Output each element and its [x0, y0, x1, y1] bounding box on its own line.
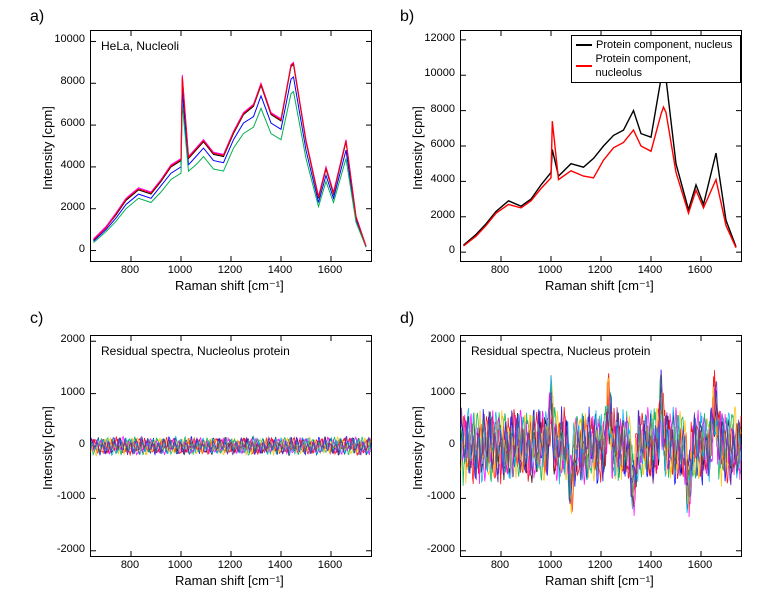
ytick-label: 2000	[50, 333, 85, 345]
ytick-label: -2000	[420, 543, 455, 555]
legend-swatch	[576, 65, 592, 67]
legend-label: Protein component, nucleolus	[596, 52, 736, 80]
ytick-label: 1000	[50, 386, 85, 398]
xtick-label: 1600	[315, 559, 345, 571]
plot-area-b: Protein component, nucleusProtein compon…	[460, 30, 742, 262]
plot-area-d: Residual spectra, Nucleus protein	[460, 335, 742, 557]
ytick-label: 1000	[420, 386, 455, 398]
x-axis-label-c: Raman shift [cm⁻¹]	[175, 573, 284, 589]
xtick-label: 800	[115, 559, 145, 571]
series-line-a-1	[94, 77, 367, 247]
xtick-label: 1400	[265, 559, 295, 571]
plot-area-a: HeLa, Nucleoli	[90, 30, 372, 262]
ytick-label: 10000	[420, 67, 455, 79]
xtick-label: 1200	[585, 264, 615, 276]
xtick-label: 1200	[585, 559, 615, 571]
xtick-label: 1200	[215, 559, 245, 571]
panel-label-b: b)	[400, 8, 414, 26]
legend-item: Protein component, nucleolus	[576, 52, 736, 80]
ytick-label: 10000	[50, 33, 85, 45]
ytick-label: 2000	[420, 209, 455, 221]
panel-label-c: c)	[30, 310, 43, 328]
ytick-label: 2000	[420, 333, 455, 345]
ytick-label: 8000	[50, 75, 85, 87]
xtick-label: 800	[115, 264, 145, 276]
ytick-label: 4000	[420, 173, 455, 185]
xtick-label: 1600	[685, 559, 715, 571]
plot-area-c: Residual spectra, Nucleolus protein	[90, 335, 372, 557]
legend-swatch	[576, 44, 592, 46]
legend-item: Protein component, nucleus	[576, 38, 736, 52]
xtick-label: 1600	[685, 264, 715, 276]
panel-label-d: d)	[400, 310, 414, 328]
x-axis-label-d: Raman shift [cm⁻¹]	[545, 573, 654, 589]
xtick-label: 800	[485, 264, 515, 276]
series-line-b-0	[464, 70, 737, 247]
x-axis-label-a: Raman shift [cm⁻¹]	[175, 278, 284, 294]
series-line-a-3	[94, 62, 367, 246]
figure-root: a)HeLa, NucleoliIntensity [cpm]Raman shi…	[0, 0, 767, 607]
ytick-label: 0	[50, 243, 85, 255]
xtick-label: 1200	[215, 264, 245, 276]
xtick-label: 1600	[315, 264, 345, 276]
xtick-label: 1000	[165, 264, 195, 276]
ytick-label: 0	[420, 438, 455, 450]
legend-b: Protein component, nucleusProtein compon…	[571, 35, 741, 83]
xtick-label: 800	[485, 559, 515, 571]
panel-label-a: a)	[30, 8, 44, 26]
ytick-label: 6000	[50, 117, 85, 129]
xtick-label: 1000	[535, 264, 565, 276]
ytick-label: 8000	[420, 103, 455, 115]
inner-title-d: Residual spectra, Nucleus protein	[471, 344, 650, 358]
xtick-label: 1000	[165, 559, 195, 571]
ytick-label: 0	[50, 438, 85, 450]
ytick-label: 4000	[50, 159, 85, 171]
series-line-a-0	[94, 65, 367, 247]
xtick-label: 1400	[635, 559, 665, 571]
ytick-label: 6000	[420, 138, 455, 150]
xtick-label: 1000	[535, 559, 565, 571]
series-line-b-1	[464, 107, 737, 248]
ytick-label: 2000	[50, 201, 85, 213]
ytick-label: 0	[420, 244, 455, 256]
xtick-label: 1400	[265, 264, 295, 276]
ytick-label: -1000	[420, 490, 455, 502]
ytick-label: 12000	[420, 32, 455, 44]
series-line-a-4	[94, 63, 367, 246]
x-axis-label-b: Raman shift [cm⁻¹]	[545, 278, 654, 294]
xtick-label: 1400	[635, 264, 665, 276]
ytick-label: -2000	[50, 543, 85, 555]
inner-title-a: HeLa, Nucleoli	[101, 39, 179, 53]
inner-title-c: Residual spectra, Nucleolus protein	[101, 344, 290, 358]
legend-label: Protein component, nucleus	[596, 38, 732, 52]
ytick-label: -1000	[50, 490, 85, 502]
